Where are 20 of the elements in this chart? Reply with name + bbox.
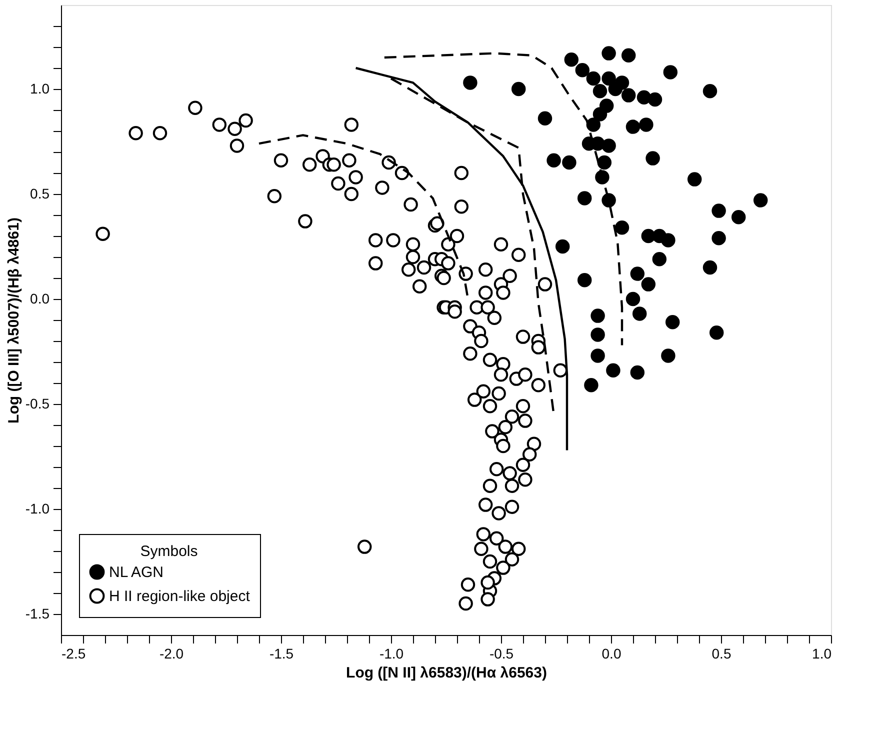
y-tick-label: 1.0 xyxy=(30,80,50,96)
x-tick-label: -2.0 xyxy=(159,646,184,662)
x-tick-label: 1.0 xyxy=(812,646,832,662)
legend-title: Symbols xyxy=(140,543,198,560)
y-tick-label: 0.0 xyxy=(30,290,50,306)
x-axis-title: Log ([N II] λ6583)/(Hα λ6563) xyxy=(346,664,547,682)
legend-label: H II region-like object xyxy=(109,588,251,605)
y-tick-label: -1.5 xyxy=(25,606,50,622)
y-tick-label: 0.5 xyxy=(30,186,50,202)
x-tick-label: 0.0 xyxy=(602,646,622,662)
legend-label: NL AGN xyxy=(109,564,164,581)
y-axis-title: Log ([O III] λ5007)/(Hβ λ4861) xyxy=(5,218,22,424)
line-series xyxy=(354,66,568,452)
x-tick-label: -0.5 xyxy=(489,646,514,662)
y-tick-label: -0.5 xyxy=(25,396,50,412)
x-tick-label: 0.5 xyxy=(712,646,732,662)
x-tick-label: -1.5 xyxy=(269,646,294,662)
y-tick-label: -1.0 xyxy=(25,500,50,516)
x-tick-label: -2.5 xyxy=(62,646,86,662)
x-tick-label: -1.0 xyxy=(379,646,404,662)
